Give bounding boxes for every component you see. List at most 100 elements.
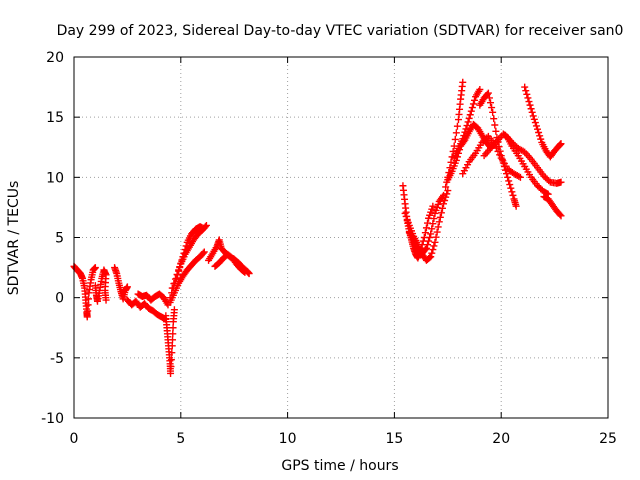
data-point	[85, 295, 93, 303]
series-arc-k	[211, 250, 249, 276]
data-point	[521, 83, 529, 91]
y-tick-labels: -10 -5 0 5 10 15 20	[41, 50, 64, 427]
data-point	[527, 105, 535, 113]
data-point	[202, 221, 210, 229]
data-point	[434, 223, 442, 231]
data-point	[526, 101, 534, 109]
data-point	[181, 246, 189, 254]
data-point	[170, 306, 178, 314]
data-point	[178, 256, 186, 264]
data-point	[166, 294, 174, 302]
series-arc-a	[70, 262, 99, 321]
data-point	[464, 118, 472, 126]
data-point	[525, 98, 533, 106]
series-arc-b	[91, 266, 110, 305]
data-point	[123, 283, 131, 291]
data-point	[524, 94, 532, 102]
data-point	[428, 249, 436, 257]
data-point	[504, 173, 512, 181]
data-point	[446, 164, 454, 172]
data-point	[523, 90, 531, 98]
data-point	[429, 202, 437, 210]
data-point	[469, 100, 477, 108]
data-point	[428, 225, 436, 233]
series-arc-n	[405, 191, 448, 257]
data-point	[429, 220, 437, 228]
data-point	[503, 170, 511, 178]
data-point	[171, 275, 179, 283]
data-point	[509, 191, 517, 199]
data-point	[508, 188, 516, 196]
data-point	[537, 135, 545, 143]
x-tick-label: 20	[492, 431, 510, 447]
chart-title: Day 299 of 2023, Sidereal Day-to-day VTE…	[57, 23, 624, 39]
data-point	[438, 204, 446, 212]
x-tick-label: 15	[385, 431, 403, 447]
data-point	[102, 296, 110, 304]
data-point	[167, 363, 175, 371]
x-axis-label: GPS time / hours	[281, 458, 398, 474]
series-arc-w	[540, 193, 565, 220]
data-point	[421, 246, 429, 254]
data-point	[433, 228, 441, 236]
data-point	[444, 187, 452, 195]
series-arc-v	[521, 83, 565, 161]
data-point	[452, 129, 460, 137]
series-arc-q	[450, 85, 484, 162]
data-point	[491, 121, 499, 129]
data-point	[459, 135, 467, 143]
data-point	[536, 132, 544, 140]
data-point	[245, 270, 253, 278]
data-point	[512, 202, 520, 210]
data-point	[459, 78, 467, 86]
data-point	[170, 280, 178, 288]
data-point	[485, 94, 493, 102]
data-point	[424, 241, 432, 249]
data-point	[483, 90, 491, 98]
series-arc-i	[168, 223, 206, 292]
data-point	[467, 107, 475, 115]
x-tick-label: 0	[70, 431, 79, 447]
data-point	[522, 87, 530, 95]
data-point	[453, 122, 461, 130]
data-point	[489, 108, 497, 116]
data-marks	[70, 78, 565, 377]
data-point	[529, 112, 537, 120]
data-point	[427, 230, 435, 238]
data-point	[463, 122, 471, 130]
data-point	[168, 284, 176, 292]
series-arc-d	[123, 296, 170, 323]
data-point	[528, 108, 536, 116]
data-point	[506, 181, 514, 189]
y-tick-label: 0	[55, 291, 64, 307]
data-point	[432, 233, 440, 241]
data-point	[241, 268, 249, 276]
data-point	[507, 184, 515, 192]
data-point	[182, 242, 190, 250]
data-point	[516, 173, 524, 181]
data-point	[488, 104, 496, 112]
series-arc-c	[111, 264, 131, 303]
data-point	[168, 342, 176, 350]
data-point	[442, 183, 450, 191]
data-point	[484, 89, 492, 97]
data-point	[490, 115, 498, 123]
data-point	[179, 253, 187, 261]
data-point	[476, 85, 484, 93]
y-tick-label: -10	[41, 411, 64, 427]
data-point	[176, 263, 184, 271]
data-point	[462, 125, 470, 133]
data-point	[451, 135, 459, 143]
data-point	[557, 140, 565, 148]
data-point	[426, 234, 434, 241]
data-point	[531, 119, 539, 127]
data-point	[505, 177, 513, 185]
data-point	[427, 253, 435, 261]
data-point	[167, 369, 175, 377]
series-arc-f	[162, 306, 178, 377]
data-point	[431, 238, 439, 246]
data-point	[200, 248, 208, 256]
y-tick-label: 10	[46, 170, 64, 186]
data-point	[240, 267, 248, 275]
